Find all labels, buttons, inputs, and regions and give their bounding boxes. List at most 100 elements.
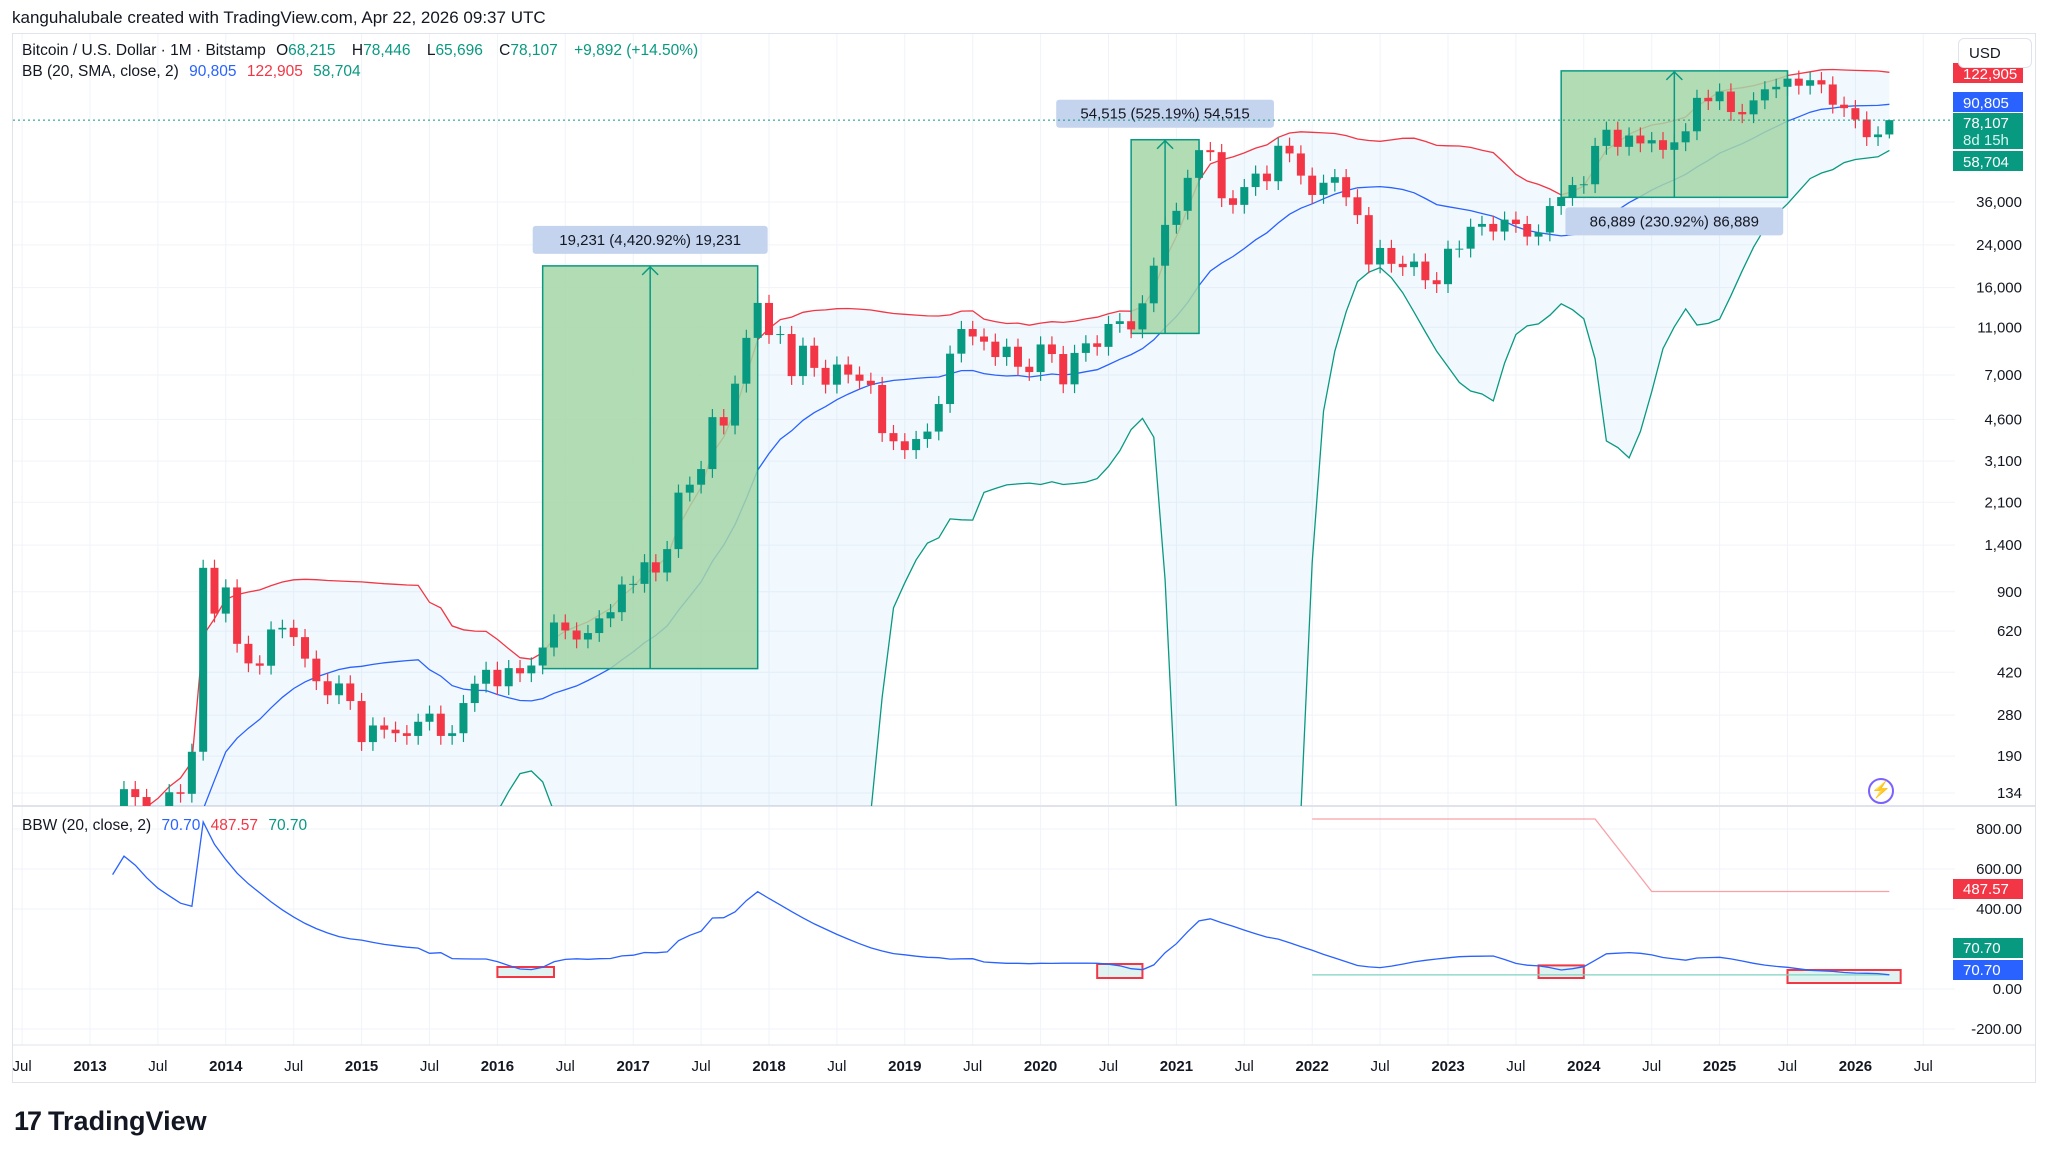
candle-body <box>1025 366 1034 373</box>
candle <box>1398 255 1407 276</box>
candle-body <box>991 341 1000 358</box>
candle-body <box>1330 177 1339 183</box>
candle <box>1342 169 1351 207</box>
candle-body <box>1115 321 1124 324</box>
candle-body <box>719 417 728 426</box>
candle-body <box>380 725 389 730</box>
candle <box>425 705 434 731</box>
price-tick-label: 620 <box>1997 623 2022 640</box>
candle <box>1726 83 1735 121</box>
grid <box>13 34 1955 1045</box>
candle <box>1613 121 1622 156</box>
candle-body <box>414 721 423 736</box>
candle-body <box>685 484 694 493</box>
candle <box>1636 127 1645 153</box>
candle-body <box>346 683 355 702</box>
bbw-legend[interactable]: BBW (20, close, 2) 70.70 487.57 70.70 <box>22 817 313 835</box>
candle <box>1591 137 1600 194</box>
candle <box>1047 336 1056 363</box>
bb-basis-value: 90,805 <box>189 63 237 80</box>
candle <box>516 659 525 683</box>
candle-body <box>912 439 921 451</box>
low-value: 65,696 <box>435 42 483 59</box>
candle-body <box>889 433 898 442</box>
candle <box>1670 134 1679 159</box>
candle-body <box>1161 224 1170 266</box>
candle-body <box>1523 224 1532 237</box>
bbw-pane <box>112 818 1902 984</box>
candle <box>1489 215 1498 241</box>
tradingview-logo[interactable]: 17 TradingView <box>14 1106 207 1137</box>
candle <box>176 784 185 803</box>
bbw-badge <box>1953 938 2023 958</box>
candle-body <box>1342 177 1351 198</box>
bbw-tick-label: -200.00 <box>1971 1021 2022 1038</box>
candle <box>1602 121 1611 155</box>
candle-body <box>1772 86 1781 90</box>
candle <box>866 372 875 394</box>
candle-body <box>1840 104 1849 109</box>
currency-button[interactable]: USD <box>1958 38 2032 68</box>
candle-body <box>1228 198 1237 205</box>
bbw-badge <box>1953 960 2023 980</box>
bb-upper-value: 122,905 <box>246 63 303 80</box>
candle-body <box>1862 119 1871 138</box>
candle-body <box>1262 173 1271 182</box>
candle-body <box>1387 247 1396 264</box>
time-tick-label: 2013 <box>73 1058 106 1075</box>
measure-label-bg <box>1056 99 1274 128</box>
candle <box>131 781 140 806</box>
candle-body <box>878 385 887 434</box>
candle-body <box>1602 129 1611 146</box>
candle-body <box>1104 323 1113 347</box>
candle-body <box>1149 265 1158 304</box>
price-tick-label: 280 <box>1997 707 2022 724</box>
candle <box>1285 137 1294 163</box>
candle <box>1421 253 1430 290</box>
candle-body <box>753 302 762 338</box>
price-tick-label: 16,000 <box>1976 280 2022 297</box>
time-tick-label: Jul <box>420 1058 439 1075</box>
candle <box>1738 103 1747 124</box>
bbw-tick-label: 0.00 <box>1993 981 2022 998</box>
bbw-highlight-box <box>496 966 555 978</box>
candle-body <box>1681 131 1690 143</box>
candle <box>1240 178 1249 214</box>
candle-body <box>1455 248 1464 250</box>
candle-body <box>1817 80 1826 85</box>
candle <box>470 675 479 712</box>
candle <box>991 333 1000 366</box>
candle <box>380 717 389 739</box>
candle-body <box>233 587 242 644</box>
bbw-tick-label: 400.00 <box>1976 901 2022 918</box>
candle <box>1806 72 1815 95</box>
candle-body <box>1726 91 1735 113</box>
bb-legend[interactable]: BB (20, SMA, close, 2) 90,805 122,905 58… <box>22 63 367 81</box>
candle-body <box>1851 108 1860 120</box>
lightning-icon[interactable]: ⚡ <box>1868 778 1894 804</box>
candle <box>1647 132 1656 153</box>
symbol-name[interactable]: Bitcoin / U.S. Dollar · 1M · Bitstamp <box>22 42 266 59</box>
price-tick-label: 134 <box>1997 785 2022 802</box>
candle <box>1274 137 1283 191</box>
candle-body <box>1659 140 1668 150</box>
candle <box>538 639 547 675</box>
bbw-tick-label: 600.00 <box>1976 861 2022 878</box>
candle-body <box>1047 344 1056 355</box>
candle-body <box>357 701 366 743</box>
candle <box>719 408 728 435</box>
time-tick-label: 2017 <box>617 1058 650 1075</box>
candle-body <box>629 583 638 585</box>
time-tick-label: 2021 <box>1160 1058 1193 1075</box>
candle <box>912 430 921 459</box>
candle <box>1262 165 1271 191</box>
candle <box>1704 89 1713 111</box>
candle-body <box>1534 232 1543 237</box>
candle <box>1715 83 1724 111</box>
time-tick-label: Jul <box>1506 1058 1525 1075</box>
price-badge <box>1953 92 2023 112</box>
candle-body <box>516 668 525 674</box>
measure-label-bg <box>532 225 768 254</box>
time-tick-label: Jul <box>1778 1058 1797 1075</box>
